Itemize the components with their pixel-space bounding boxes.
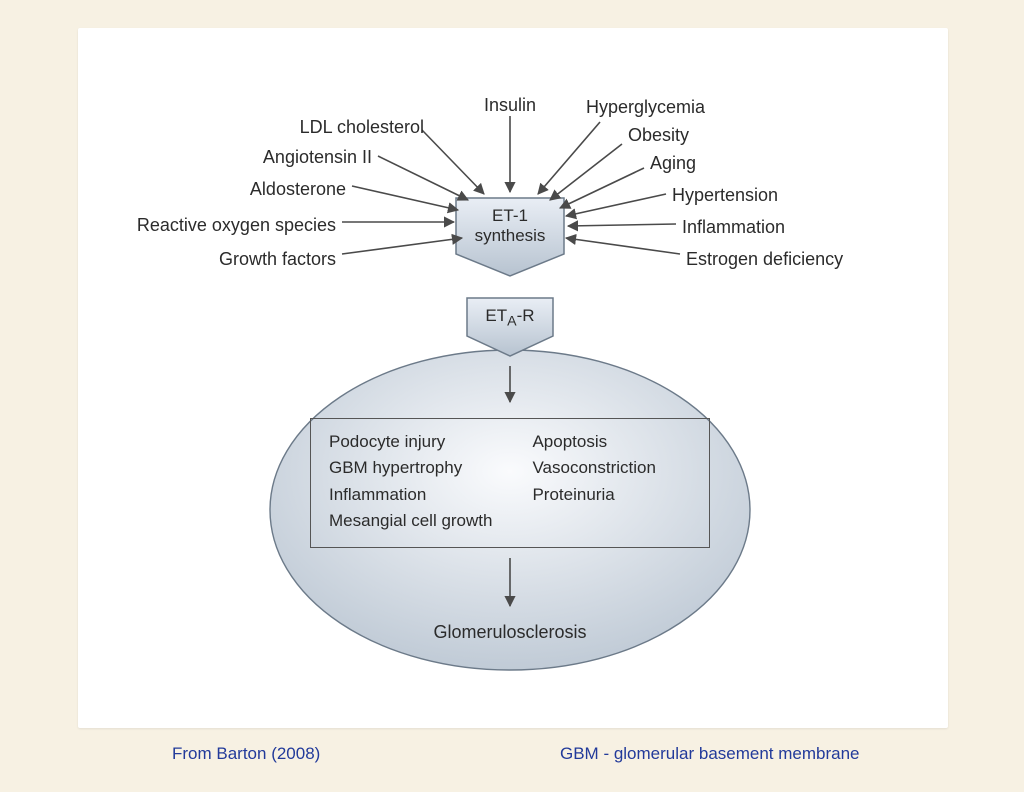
abbreviation-label: GBM - glomerular basement membrane [560,744,860,764]
input-label: Inflammation [682,217,785,238]
input-label: Obesity [628,125,689,146]
diagram-svg [0,0,1024,792]
input-label: Aldosterone [250,179,346,200]
input-label: Growth factors [219,249,336,270]
etar-sub: A [507,313,516,329]
input-label: LDL cholesterol [300,117,424,138]
effects-box: Podocyte injuryGBM hypertrophyInflammati… [310,418,710,548]
input-label: Aging [650,153,696,174]
citation-label: From Barton (2008) [172,744,320,764]
effect-item: GBM hypertrophy [329,455,492,481]
effects-column-left: Podocyte injuryGBM hypertrophyInflammati… [329,429,492,537]
effect-item: Proteinuria [532,482,655,508]
page: ET-1 synthesis ETA-R Podocyte injuryGBM … [0,0,1024,792]
effect-item: Apoptosis [532,429,655,455]
outcome-label: Glomerulosclerosis [420,622,600,643]
etar-suffix: -R [517,306,535,325]
input-label: Hyperglycemia [586,97,705,118]
effect-item: Vasoconstriction [532,455,655,481]
input-label: Estrogen deficiency [686,249,843,270]
effect-item: Mesangial cell growth [329,508,492,534]
effect-item: Inflammation [329,482,492,508]
etar-prefix: ET [485,306,507,325]
effects-column-right: ApoptosisVasoconstrictionProteinuria [532,429,655,537]
input-label: Angiotensin II [263,147,372,168]
input-label: Insulin [470,95,550,116]
etar-node: ETA-R [460,306,560,329]
et1-synthesis-node: ET-1 synthesis [450,206,570,247]
et1-label-line1: ET-1 [492,206,528,225]
effect-item: Podocyte injury [329,429,492,455]
input-label: Hypertension [672,185,778,206]
et1-label-line2: synthesis [475,226,546,245]
input-label: Reactive oxygen species [137,215,336,236]
